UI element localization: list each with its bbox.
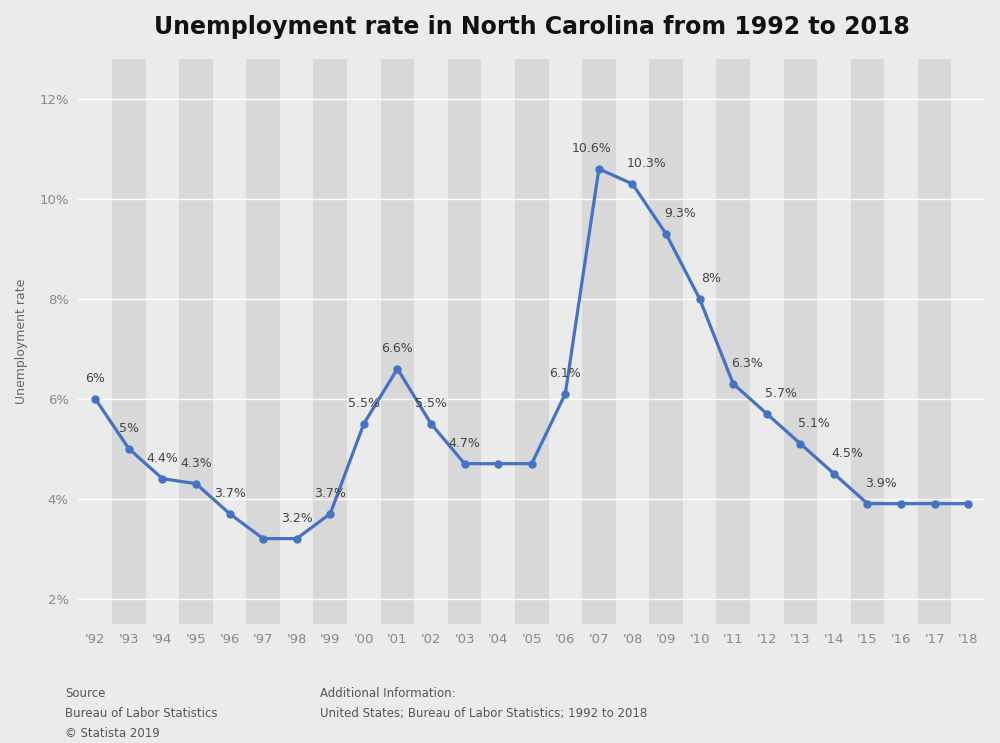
Bar	[851, 59, 884, 623]
Text: 3.7%: 3.7%	[314, 487, 346, 500]
Bar	[515, 59, 549, 623]
Bar	[784, 59, 817, 623]
Bar	[112, 59, 146, 623]
Text: 8%: 8%	[701, 272, 721, 285]
Text: 5.7%: 5.7%	[765, 387, 797, 400]
Text: 4.4%: 4.4%	[147, 452, 178, 465]
Bar	[381, 59, 414, 623]
Text: 9.3%: 9.3%	[664, 207, 696, 220]
Text: 6.6%: 6.6%	[382, 342, 413, 355]
Y-axis label: Unemployment rate: Unemployment rate	[15, 279, 28, 404]
Text: 5.5%: 5.5%	[348, 397, 380, 410]
Text: 3.7%: 3.7%	[214, 487, 245, 500]
Text: 5%: 5%	[119, 422, 139, 435]
Bar	[313, 59, 347, 623]
Bar	[649, 59, 683, 623]
Text: 3.9%: 3.9%	[865, 477, 897, 490]
Text: 6.1%: 6.1%	[549, 367, 581, 380]
Text: 6.3%: 6.3%	[731, 357, 763, 370]
Text: Additional Information:
United States; Bureau of Labor Statistics; 1992 to 2018: Additional Information: United States; B…	[320, 687, 647, 720]
Text: 4.7%: 4.7%	[449, 437, 481, 450]
Bar	[918, 59, 951, 623]
Bar	[448, 59, 481, 623]
Text: 3.2%: 3.2%	[281, 512, 313, 525]
Bar	[716, 59, 750, 623]
Bar	[582, 59, 616, 623]
Text: 4.5%: 4.5%	[832, 447, 864, 460]
Text: Source
Bureau of Labor Statistics
© Statista 2019: Source Bureau of Labor Statistics © Stat…	[65, 687, 218, 740]
Text: 4.3%: 4.3%	[180, 457, 212, 470]
Text: 5.5%: 5.5%	[415, 397, 447, 410]
Text: 10.3%: 10.3%	[626, 157, 666, 170]
Text: 6%: 6%	[85, 372, 105, 385]
Bar	[246, 59, 280, 623]
Text: 10.6%: 10.6%	[572, 142, 612, 155]
Bar	[179, 59, 213, 623]
Text: 5.1%: 5.1%	[798, 417, 830, 429]
Title: Unemployment rate in North Carolina from 1992 to 2018: Unemployment rate in North Carolina from…	[154, 15, 910, 39]
